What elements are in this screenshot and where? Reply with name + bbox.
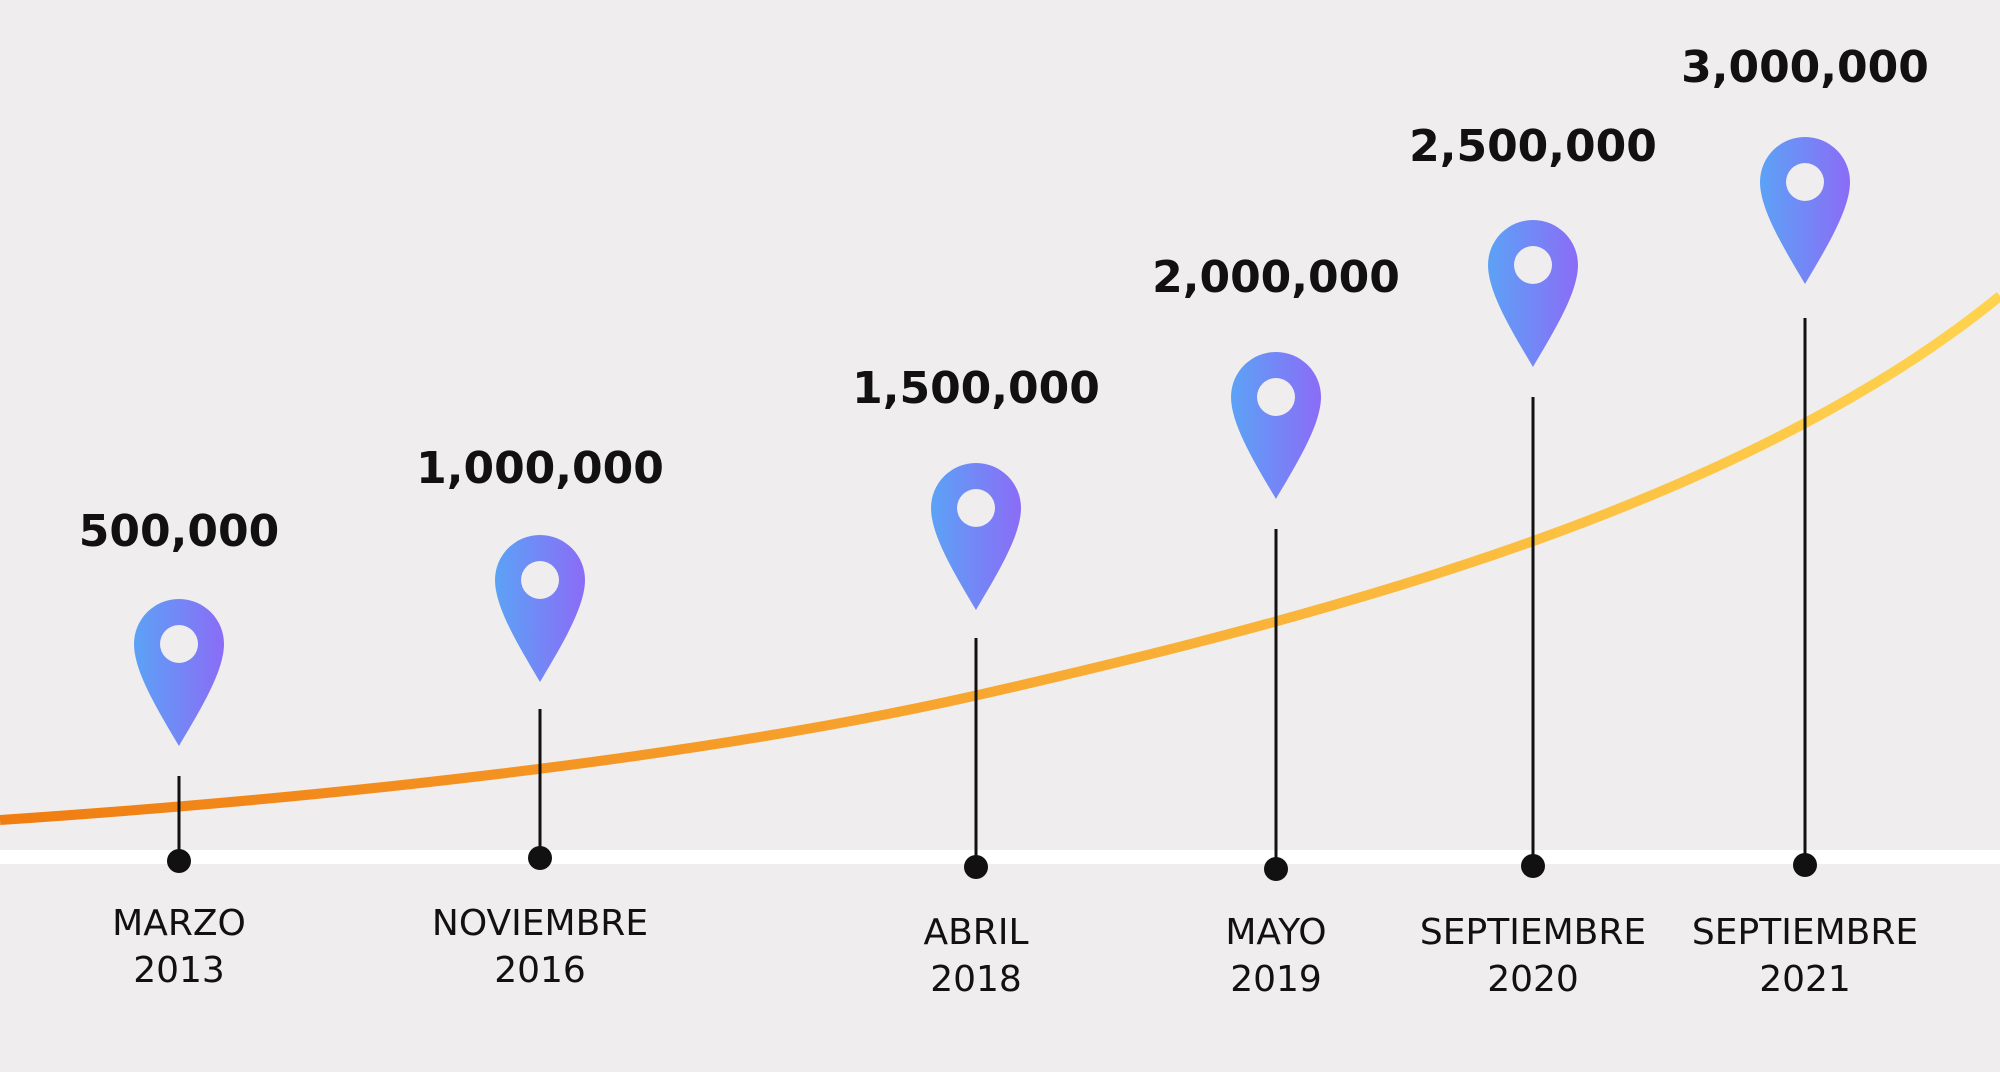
month-label: SEPTIEMBRE bbox=[1420, 912, 1646, 953]
milestone-value: 3,000,000 bbox=[1681, 42, 1929, 93]
year-label: 2020 bbox=[1487, 959, 1579, 1000]
dot bbox=[1264, 857, 1288, 881]
map-pin bbox=[931, 463, 1021, 610]
pin-hole bbox=[1786, 163, 1824, 201]
month-label: MARZO bbox=[112, 903, 246, 944]
dot bbox=[167, 849, 191, 873]
growth-curve bbox=[0, 292, 2000, 825]
year-label: 2016 bbox=[494, 950, 586, 991]
map-pin bbox=[134, 599, 224, 746]
pin-hole bbox=[521, 561, 559, 599]
dot bbox=[964, 855, 988, 879]
year-label: 2018 bbox=[930, 959, 1022, 1000]
year-label: 2021 bbox=[1759, 959, 1851, 1000]
dot bbox=[1793, 853, 1817, 877]
year-label: 2013 bbox=[133, 950, 225, 991]
month-label: SEPTIEMBRE bbox=[1692, 912, 1918, 953]
milestone-value: 2,000,000 bbox=[1152, 252, 1400, 303]
dot bbox=[1521, 854, 1545, 878]
dot bbox=[528, 846, 552, 870]
map-pin bbox=[1231, 352, 1321, 499]
year-label: 2019 bbox=[1230, 959, 1322, 1000]
month-label: ABRIL bbox=[923, 912, 1028, 953]
milestone-value: 2,500,000 bbox=[1409, 121, 1657, 172]
month-label: MAYO bbox=[1225, 912, 1326, 953]
baseline bbox=[0, 850, 2000, 864]
pin-hole bbox=[1257, 378, 1295, 416]
pin-hole bbox=[957, 489, 995, 527]
map-pin bbox=[495, 535, 585, 682]
milestone-value: 1,000,000 bbox=[416, 443, 664, 494]
milestones: 500,000 MARZO 2013 1,000,000 NOVIEMBRE 2016 1,… bbox=[79, 42, 1929, 1000]
pin-hole bbox=[1514, 246, 1552, 284]
map-pin bbox=[1488, 220, 1578, 367]
pin-hole bbox=[160, 625, 198, 663]
map-pin bbox=[1760, 137, 1850, 284]
milestone-value: 1,500,000 bbox=[852, 363, 1100, 414]
milestone-value: 500,000 bbox=[79, 506, 279, 557]
month-label: NOVIEMBRE bbox=[432, 903, 648, 944]
